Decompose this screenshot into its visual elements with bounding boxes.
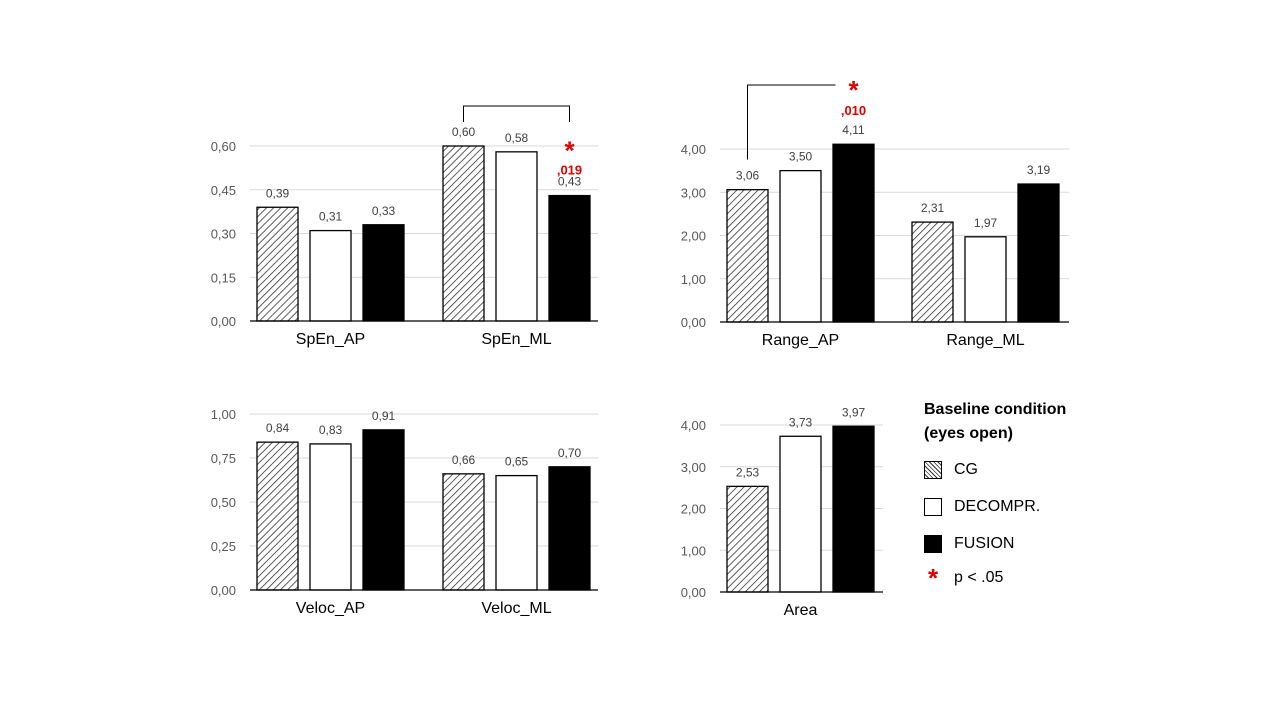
y-tick-label: 1,00	[681, 272, 706, 287]
x-category-label: Range_ML	[946, 332, 1024, 349]
significance-p-value: ,010	[841, 103, 866, 118]
y-tick-label: 3,00	[681, 460, 706, 475]
y-tick-label: 2,00	[681, 502, 706, 517]
data-label: 0,33	[372, 204, 396, 218]
data-label: 0,60	[452, 125, 476, 139]
legend-item-decompr: DECOMPR.	[924, 495, 1040, 519]
bar-cg-area	[726, 485, 769, 593]
y-tick-label: 0,75	[211, 451, 236, 466]
data-label: 0,58	[505, 131, 529, 145]
data-label: 0,66	[452, 453, 476, 467]
legend-swatch-decompr	[924, 498, 942, 516]
x-category-label: SpEn_AP	[296, 331, 365, 348]
legend-title-line1: Baseline condition	[924, 401, 1067, 418]
bar-decompr-spen_ap	[309, 229, 352, 322]
legend: Baseline condition (eyes open) CG DECOMP…	[924, 398, 1124, 591]
data-label: 0,84	[266, 421, 290, 435]
y-tick-label: 0,00	[681, 585, 706, 600]
data-label: 1,97	[974, 216, 998, 230]
asterisk-icon: *	[927, 563, 939, 593]
x-category-label: Veloc_ML	[481, 600, 551, 617]
data-label: 3,06	[736, 169, 760, 183]
y-tick-label: 0,15	[211, 270, 236, 285]
legend-label-cg: CG	[954, 461, 978, 478]
significance-bracket	[463, 105, 570, 122]
data-label: 2,31	[921, 201, 945, 215]
y-tick-label: 0,45	[211, 183, 236, 198]
bar-fusion-veloc_ml	[548, 466, 591, 591]
data-label: 0,65	[505, 455, 529, 469]
y-tick-label: 3,00	[681, 185, 706, 200]
y-tick-label: 2,00	[681, 229, 706, 244]
bar-decompr-range_ml	[964, 236, 1007, 323]
data-label: 3,97	[842, 405, 866, 419]
legend-item-significance: * p < .05	[924, 563, 1004, 593]
y-tick-label: 0,00	[681, 315, 706, 330]
y-tick-label: 4,00	[681, 418, 706, 433]
bar-cg-spen_ap	[256, 206, 299, 322]
y-tick-label: 0,00	[211, 314, 236, 329]
y-tick-label: 4,00	[681, 142, 706, 157]
bar-decompr-range_ap	[779, 169, 822, 323]
x-category-label: Range_AP	[762, 332, 839, 349]
bar-decompr-spen_ml	[495, 151, 538, 322]
y-tick-label: 1,00	[211, 407, 236, 422]
significance-p-value: ,019	[557, 163, 582, 178]
data-label: 0,43	[558, 175, 582, 189]
significance-bracket	[747, 84, 836, 160]
y-tick-label: 0,25	[211, 539, 236, 554]
bar-decompr-area	[779, 435, 822, 593]
data-label: 0,83	[319, 423, 343, 437]
bar-cg-veloc_ap	[256, 441, 299, 591]
y-tick-label: 0,50	[211, 495, 236, 510]
legend-label-significance: p < .05	[954, 569, 1004, 586]
bar-fusion-area	[832, 425, 875, 593]
bar-decompr-veloc_ap	[309, 443, 352, 591]
x-category-label: SpEn_ML	[481, 331, 551, 348]
bar-fusion-range_ap	[832, 143, 875, 323]
data-label: 0,70	[558, 446, 582, 460]
x-category-label: Veloc_AP	[296, 600, 365, 617]
data-label: 3,50	[789, 150, 813, 164]
bar-fusion-veloc_ap	[362, 429, 405, 591]
bar-cg-veloc_ml	[442, 473, 485, 591]
y-tick-label: 0,00	[211, 583, 236, 598]
legend-label-decompr: DECOMPR.	[954, 498, 1041, 515]
y-tick-label: 0,60	[211, 139, 236, 154]
bar-fusion-spen_ml	[548, 194, 591, 322]
data-label: 0,91	[372, 409, 396, 423]
data-label: 4,11	[842, 123, 865, 137]
legend-item-fusion: FUSION	[924, 532, 1014, 556]
data-label: 0,31	[319, 210, 343, 224]
legend-label-fusion: FUSION	[954, 535, 1015, 552]
y-tick-label: 1,00	[681, 543, 706, 558]
significance-asterisk: *	[564, 136, 575, 166]
bar-cg-range_ml	[911, 221, 954, 323]
y-tick-label: 0,30	[211, 227, 236, 242]
data-label: 3,19	[1027, 163, 1051, 177]
legend-swatch-fusion	[924, 535, 942, 553]
bar-cg-range_ap	[726, 189, 769, 323]
bar-fusion-spen_ap	[362, 224, 405, 322]
data-label: 2,53	[736, 465, 760, 479]
legend-item-cg: CG	[924, 458, 978, 482]
data-label: 3,73	[789, 415, 813, 429]
bar-cg-spen_ml	[442, 145, 485, 322]
bar-decompr-veloc_ml	[495, 474, 538, 591]
legend-swatch-cg	[924, 461, 942, 479]
significance-asterisk: *	[848, 75, 859, 105]
data-label: 0,39	[266, 186, 290, 200]
legend-title-line2: (eyes open)	[924, 425, 1013, 442]
x-category-label: Area	[784, 602, 818, 619]
bar-fusion-range_ml	[1017, 183, 1060, 323]
